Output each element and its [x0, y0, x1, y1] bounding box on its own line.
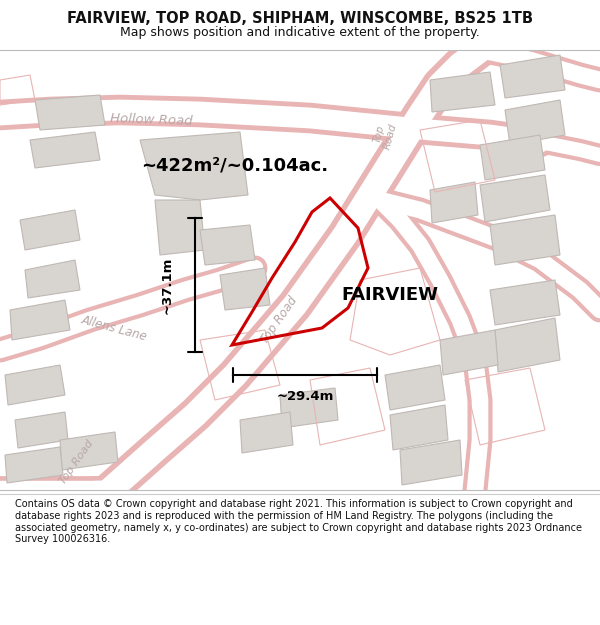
- Text: FAIRVIEW: FAIRVIEW: [341, 286, 439, 304]
- Polygon shape: [430, 72, 495, 112]
- Text: Top
Road: Top Road: [371, 119, 399, 151]
- Polygon shape: [140, 132, 248, 200]
- Text: Allens Lane: Allens Lane: [80, 313, 149, 343]
- Polygon shape: [20, 210, 80, 250]
- Polygon shape: [155, 200, 205, 255]
- Polygon shape: [385, 365, 445, 410]
- Polygon shape: [430, 182, 478, 223]
- Polygon shape: [490, 215, 560, 265]
- Text: ~29.4m: ~29.4m: [277, 391, 334, 404]
- Text: FAIRVIEW, TOP ROAD, SHIPHAM, WINSCOMBE, BS25 1TB: FAIRVIEW, TOP ROAD, SHIPHAM, WINSCOMBE, …: [67, 11, 533, 26]
- Text: Top Road: Top Road: [258, 294, 300, 346]
- Text: Hollow Road: Hollow Road: [110, 112, 193, 128]
- Polygon shape: [220, 268, 270, 310]
- Polygon shape: [480, 135, 545, 180]
- Polygon shape: [500, 55, 565, 98]
- Polygon shape: [15, 412, 68, 448]
- Polygon shape: [60, 432, 118, 470]
- Polygon shape: [240, 412, 293, 453]
- Text: ~422m²/~0.104ac.: ~422m²/~0.104ac.: [142, 156, 329, 174]
- Text: ~37.1m: ~37.1m: [161, 256, 173, 314]
- Polygon shape: [25, 260, 80, 298]
- Polygon shape: [30, 132, 100, 168]
- Polygon shape: [200, 225, 255, 265]
- Polygon shape: [390, 405, 448, 450]
- Text: Top Road: Top Road: [58, 438, 95, 486]
- Polygon shape: [280, 388, 338, 428]
- Text: Contains OS data © Crown copyright and database right 2021. This information is : Contains OS data © Crown copyright and d…: [15, 499, 582, 544]
- Polygon shape: [5, 447, 63, 483]
- Polygon shape: [10, 300, 70, 340]
- Polygon shape: [480, 175, 550, 222]
- Polygon shape: [495, 318, 560, 372]
- Polygon shape: [400, 440, 462, 485]
- Polygon shape: [505, 100, 565, 145]
- Polygon shape: [440, 330, 498, 375]
- Text: Map shows position and indicative extent of the property.: Map shows position and indicative extent…: [120, 26, 480, 39]
- Polygon shape: [490, 280, 560, 325]
- Polygon shape: [35, 95, 105, 130]
- Polygon shape: [5, 365, 65, 405]
